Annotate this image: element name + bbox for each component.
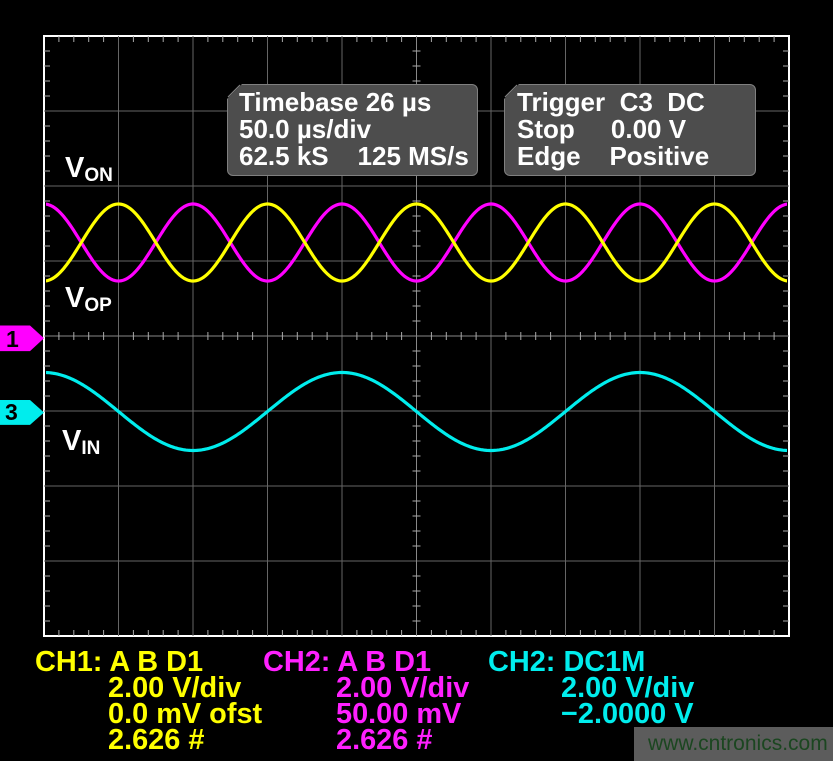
svg-text:1: 1	[6, 326, 19, 352]
svg-text:3: 3	[5, 399, 18, 425]
